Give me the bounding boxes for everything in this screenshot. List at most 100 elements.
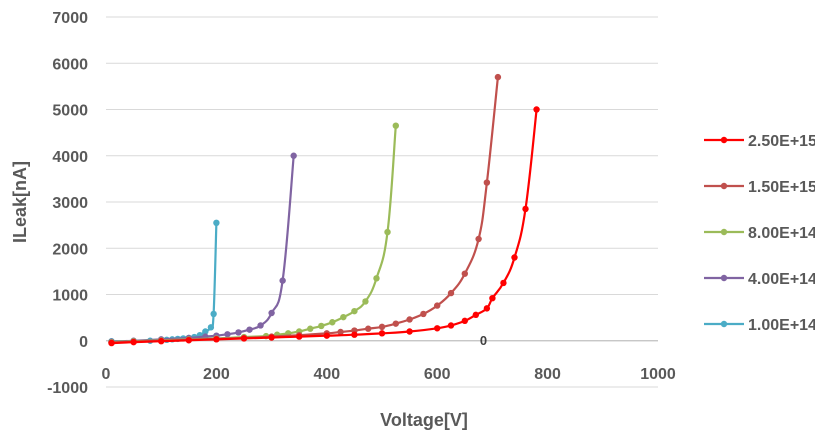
- data-point: [447, 289, 455, 297]
- legend: 2.50E+15 1.50E+15 8.00E+14 4.00E+14 1.00E+14: [704, 133, 815, 334]
- data-point: [378, 330, 386, 337]
- legend-swatch-marker: [720, 182, 728, 190]
- y-tick-label: 6000: [52, 56, 88, 73]
- data-point: [207, 324, 215, 331]
- legend-label: 4.00E+14: [748, 271, 815, 288]
- series-1.50E+15: [108, 73, 502, 346]
- x-tick-label: 1000: [640, 366, 676, 383]
- legend-label: 8.00E+14: [748, 225, 815, 242]
- y-tick-label: 3000: [52, 195, 88, 212]
- y-tick-label: 2000: [52, 241, 88, 258]
- data-point: [365, 325, 372, 332]
- data-point: [384, 228, 391, 236]
- data-point: [337, 328, 344, 336]
- x-tick-label: 0: [102, 366, 111, 383]
- data-point: [290, 152, 297, 159]
- data-point: [434, 325, 441, 332]
- legend-label: 1.50E+15: [748, 179, 815, 196]
- data-point: [210, 310, 217, 318]
- data-point: [329, 319, 336, 326]
- series-line: [111, 222, 218, 343]
- legend-swatch-marker: [720, 274, 728, 282]
- data-point: [296, 333, 303, 340]
- x-axis-title: Voltage[V]: [380, 410, 468, 430]
- data-point: [475, 235, 482, 243]
- data-point: [257, 322, 264, 329]
- series-2.50E+15: [108, 106, 540, 347]
- x-tick-label: 600: [424, 366, 451, 383]
- data-point: [489, 295, 496, 302]
- data-point: [483, 179, 491, 186]
- y-tick-label: -1000: [47, 380, 88, 397]
- data-point: [483, 305, 491, 312]
- legend-item: 8.00E+14: [704, 225, 815, 242]
- series-1.00E+14: [108, 219, 220, 345]
- data-point: [461, 270, 468, 277]
- data-point: [224, 331, 231, 338]
- x-tick-label: 800: [534, 366, 561, 383]
- y-tick-label: 4000: [52, 149, 88, 166]
- x-tick-label: 400: [313, 366, 340, 383]
- legend-swatch-marker: [720, 320, 728, 328]
- data-point: [323, 332, 330, 339]
- data-point: [351, 331, 358, 338]
- legend-label: 2.50E+15: [748, 133, 815, 150]
- data-point: [213, 336, 220, 343]
- data-point: [373, 275, 380, 282]
- annotation-label: 0: [480, 333, 487, 348]
- data-point: [434, 302, 441, 309]
- legend-item: 1.00E+14: [704, 317, 815, 334]
- x-tick-label: 200: [203, 366, 230, 383]
- legend-item: 4.00E+14: [704, 271, 815, 288]
- data-point: [340, 313, 347, 321]
- legend-swatch-marker: [720, 136, 728, 144]
- data-point: [185, 337, 192, 344]
- y-tick-label: 0: [79, 334, 88, 351]
- annotations: 0: [480, 333, 487, 348]
- data-point: [392, 320, 399, 327]
- grid-lines: [106, 16, 658, 388]
- data-point: [406, 316, 413, 323]
- data-point: [246, 326, 253, 333]
- data-point: [392, 122, 399, 129]
- data-point: [522, 205, 529, 213]
- series-lines: [108, 73, 540, 347]
- data-point: [406, 328, 413, 335]
- data-point: [240, 335, 248, 342]
- y-tick-label: 5000: [52, 103, 88, 120]
- data-point: [447, 322, 455, 329]
- legend-item: 1.50E+15: [704, 179, 815, 196]
- data-point: [268, 309, 275, 317]
- data-point: [307, 325, 314, 332]
- data-point: [279, 277, 286, 284]
- data-point: [472, 311, 480, 319]
- series-line: [111, 76, 499, 344]
- data-point: [362, 298, 369, 305]
- data-point: [235, 329, 242, 336]
- data-point: [158, 338, 165, 345]
- data-point: [318, 322, 325, 330]
- legend-swatch-marker: [720, 228, 728, 236]
- y-tick-label: 7000: [52, 10, 88, 27]
- y-axis-title: ILeak[nA]: [10, 161, 30, 243]
- data-point: [351, 307, 358, 315]
- data-point: [511, 254, 518, 261]
- data-point: [494, 73, 502, 81]
- data-point: [461, 317, 468, 325]
- data-point: [108, 339, 115, 347]
- data-point: [213, 219, 220, 227]
- data-point: [500, 279, 507, 287]
- legend-label: 1.00E+14: [748, 317, 815, 334]
- y-tick-label: 1000: [52, 288, 88, 305]
- data-point: [378, 323, 386, 331]
- data-point: [533, 106, 540, 113]
- data-point: [130, 338, 137, 346]
- data-point: [420, 310, 427, 318]
- legend-item: 2.50E+15: [704, 133, 815, 150]
- data-point: [268, 334, 275, 341]
- data-point: [202, 328, 209, 335]
- series-line: [111, 109, 538, 345]
